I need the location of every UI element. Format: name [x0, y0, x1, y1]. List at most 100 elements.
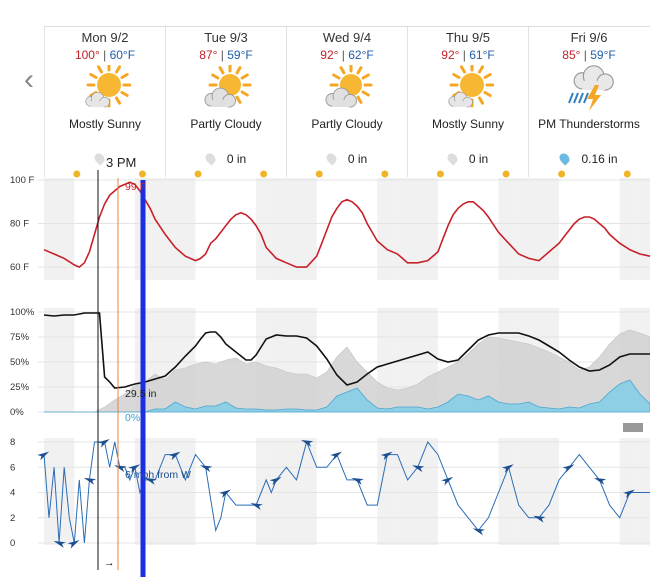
- condition-label: Mostly Sunny: [431, 117, 505, 131]
- mostly-sunny-icon: [85, 65, 131, 108]
- wind-direction-icon: [501, 464, 514, 473]
- day-name: Thu 9/5: [445, 30, 491, 45]
- cursor-time-label: 3 PM: [106, 155, 137, 170]
- day-column[interactable]: Thu 9/5 92° | 61°F Mostly Sunny 0 in: [407, 27, 528, 177]
- y-tick-label: 6: [10, 462, 15, 473]
- y-tick-label: 100 F: [10, 175, 34, 186]
- humidity-line: [43, 312, 650, 389]
- wind-direction-icon: [97, 439, 110, 448]
- wind-direction-icon: [562, 464, 575, 473]
- wind-line: [43, 440, 650, 544]
- precip-amount: 0 in: [166, 151, 286, 166]
- high-temp: 92°: [441, 48, 460, 62]
- night-band: [498, 178, 514, 280]
- sun-marker-icon: [315, 170, 323, 178]
- night-band: [256, 178, 272, 280]
- sun-marker-icon: [558, 170, 566, 178]
- precip-value: 0 in: [226, 152, 247, 166]
- sun-marker-icon: [73, 170, 81, 178]
- y-tick-label: 80 F: [10, 219, 29, 230]
- night-band: [256, 438, 272, 545]
- night-band: [498, 438, 514, 545]
- day-name: Fri 9/6: [570, 30, 608, 45]
- thunderstorm-icon: [568, 65, 614, 111]
- wind-direction-icon: [441, 476, 454, 486]
- y-tick-label: 4: [10, 488, 15, 499]
- y-tick-label: 25%: [10, 382, 30, 393]
- night-band: [377, 178, 393, 280]
- y-tick-label: 60 F: [10, 262, 29, 273]
- y-tick-label: 0%: [10, 407, 24, 418]
- day-column[interactable]: Tue 9/3 87° | 59°F Partly Cloudy 0 in: [165, 27, 286, 177]
- sun-marker-icon: [502, 170, 510, 178]
- day-column[interactable]: Fri 9/6 85° | 59°F PM Thunderstorms 0.16…: [528, 27, 649, 177]
- precip-amount: 0 in: [287, 151, 407, 166]
- wind-direction-icon: [199, 465, 213, 473]
- condition-label: Partly Cloudy: [190, 117, 262, 131]
- day-name: Wed 9/4: [322, 30, 372, 45]
- day-column[interactable]: Wed 9/4 92° | 62°F Partly Cloudy 0 in: [286, 27, 407, 177]
- precip-amount: 0 in: [408, 151, 528, 166]
- wind-direction-icon: [269, 476, 282, 486]
- precip-chance-area: [44, 379, 650, 413]
- wind-direction-icon: [472, 528, 485, 536]
- day-temps: 92° | 61°F: [441, 48, 495, 62]
- wind-direction-icon: [250, 503, 263, 510]
- condition-label: PM Thunderstorms: [538, 117, 640, 131]
- mostly-sunny-icon: [448, 65, 494, 108]
- condition-label: Mostly Sunny: [68, 117, 142, 131]
- day-temps: 87° | 59°F: [199, 48, 253, 62]
- cursor-temp-value: 99 F: [125, 181, 146, 193]
- low-temp: 60°F: [109, 48, 136, 62]
- condition-label: Partly Cloudy: [311, 117, 383, 131]
- cursor-precip-value: 0%: [125, 412, 140, 424]
- night-band: [271, 438, 317, 545]
- wind-direction-icon: [53, 540, 66, 548]
- wind-direction-icon: [114, 465, 127, 473]
- wind-direction-icon: [144, 477, 157, 485]
- wind-direction-icon: [37, 451, 50, 461]
- night-band: [150, 178, 196, 280]
- night-band: [271, 178, 317, 280]
- y-tick-label: 2: [10, 513, 15, 524]
- night-band: [634, 178, 650, 280]
- night-band: [634, 438, 650, 545]
- day-temps: 85° | 59°F: [562, 48, 616, 62]
- sun-marker-icon: [194, 170, 202, 178]
- wind-direction-icon: [128, 464, 141, 473]
- night-band: [44, 438, 75, 545]
- low-temp: 61°F: [469, 48, 495, 62]
- night-band: [513, 178, 560, 280]
- day-name: Mon 9/2: [81, 30, 129, 45]
- wind-direction-icon: [219, 489, 231, 499]
- sun-marker-icon: [260, 170, 268, 178]
- daily-forecast-row: Mon 9/2 100° | 60°F Mostly Sunny Tue 9/3…: [44, 26, 650, 177]
- prev-days-button[interactable]: ‹: [14, 62, 44, 98]
- panel-toggle-button[interactable]: [623, 423, 643, 432]
- wind-direction-icon: [330, 451, 343, 461]
- wind-direction-icon: [67, 540, 80, 549]
- wind-direction-icon: [380, 451, 393, 461]
- y-tick-label: 50%: [10, 357, 30, 368]
- low-temp: 59°F: [590, 48, 616, 62]
- partly-cloudy-icon: [325, 65, 373, 108]
- high-temp: 85°: [562, 48, 581, 62]
- day-temps: 100° | 60°F: [74, 48, 136, 62]
- day-column[interactable]: Mon 9/2 100° | 60°F Mostly Sunny: [44, 27, 165, 177]
- precip-amount: 0.16 in: [529, 151, 649, 166]
- cursor-wind-value: 6 mph from W: [125, 469, 191, 481]
- wind-direction-icon: [168, 451, 181, 461]
- precip-value: 0 in: [468, 152, 489, 166]
- day-temps: 92° | 62°F: [320, 48, 374, 62]
- low-temp: 59°F: [227, 48, 253, 62]
- cloud-cover-area: [44, 329, 650, 413]
- cursor-wind-arrow-icon: →: [104, 557, 115, 569]
- cursor-pressure-value: 29.5 in: [125, 388, 157, 400]
- sun-marker-icon: [623, 170, 631, 178]
- sun-marker-icon: [436, 170, 444, 178]
- y-tick-label: 75%: [10, 332, 30, 343]
- night-band: [619, 178, 635, 280]
- wind-direction-icon: [351, 477, 364, 485]
- sun-marker-icon: [381, 170, 389, 178]
